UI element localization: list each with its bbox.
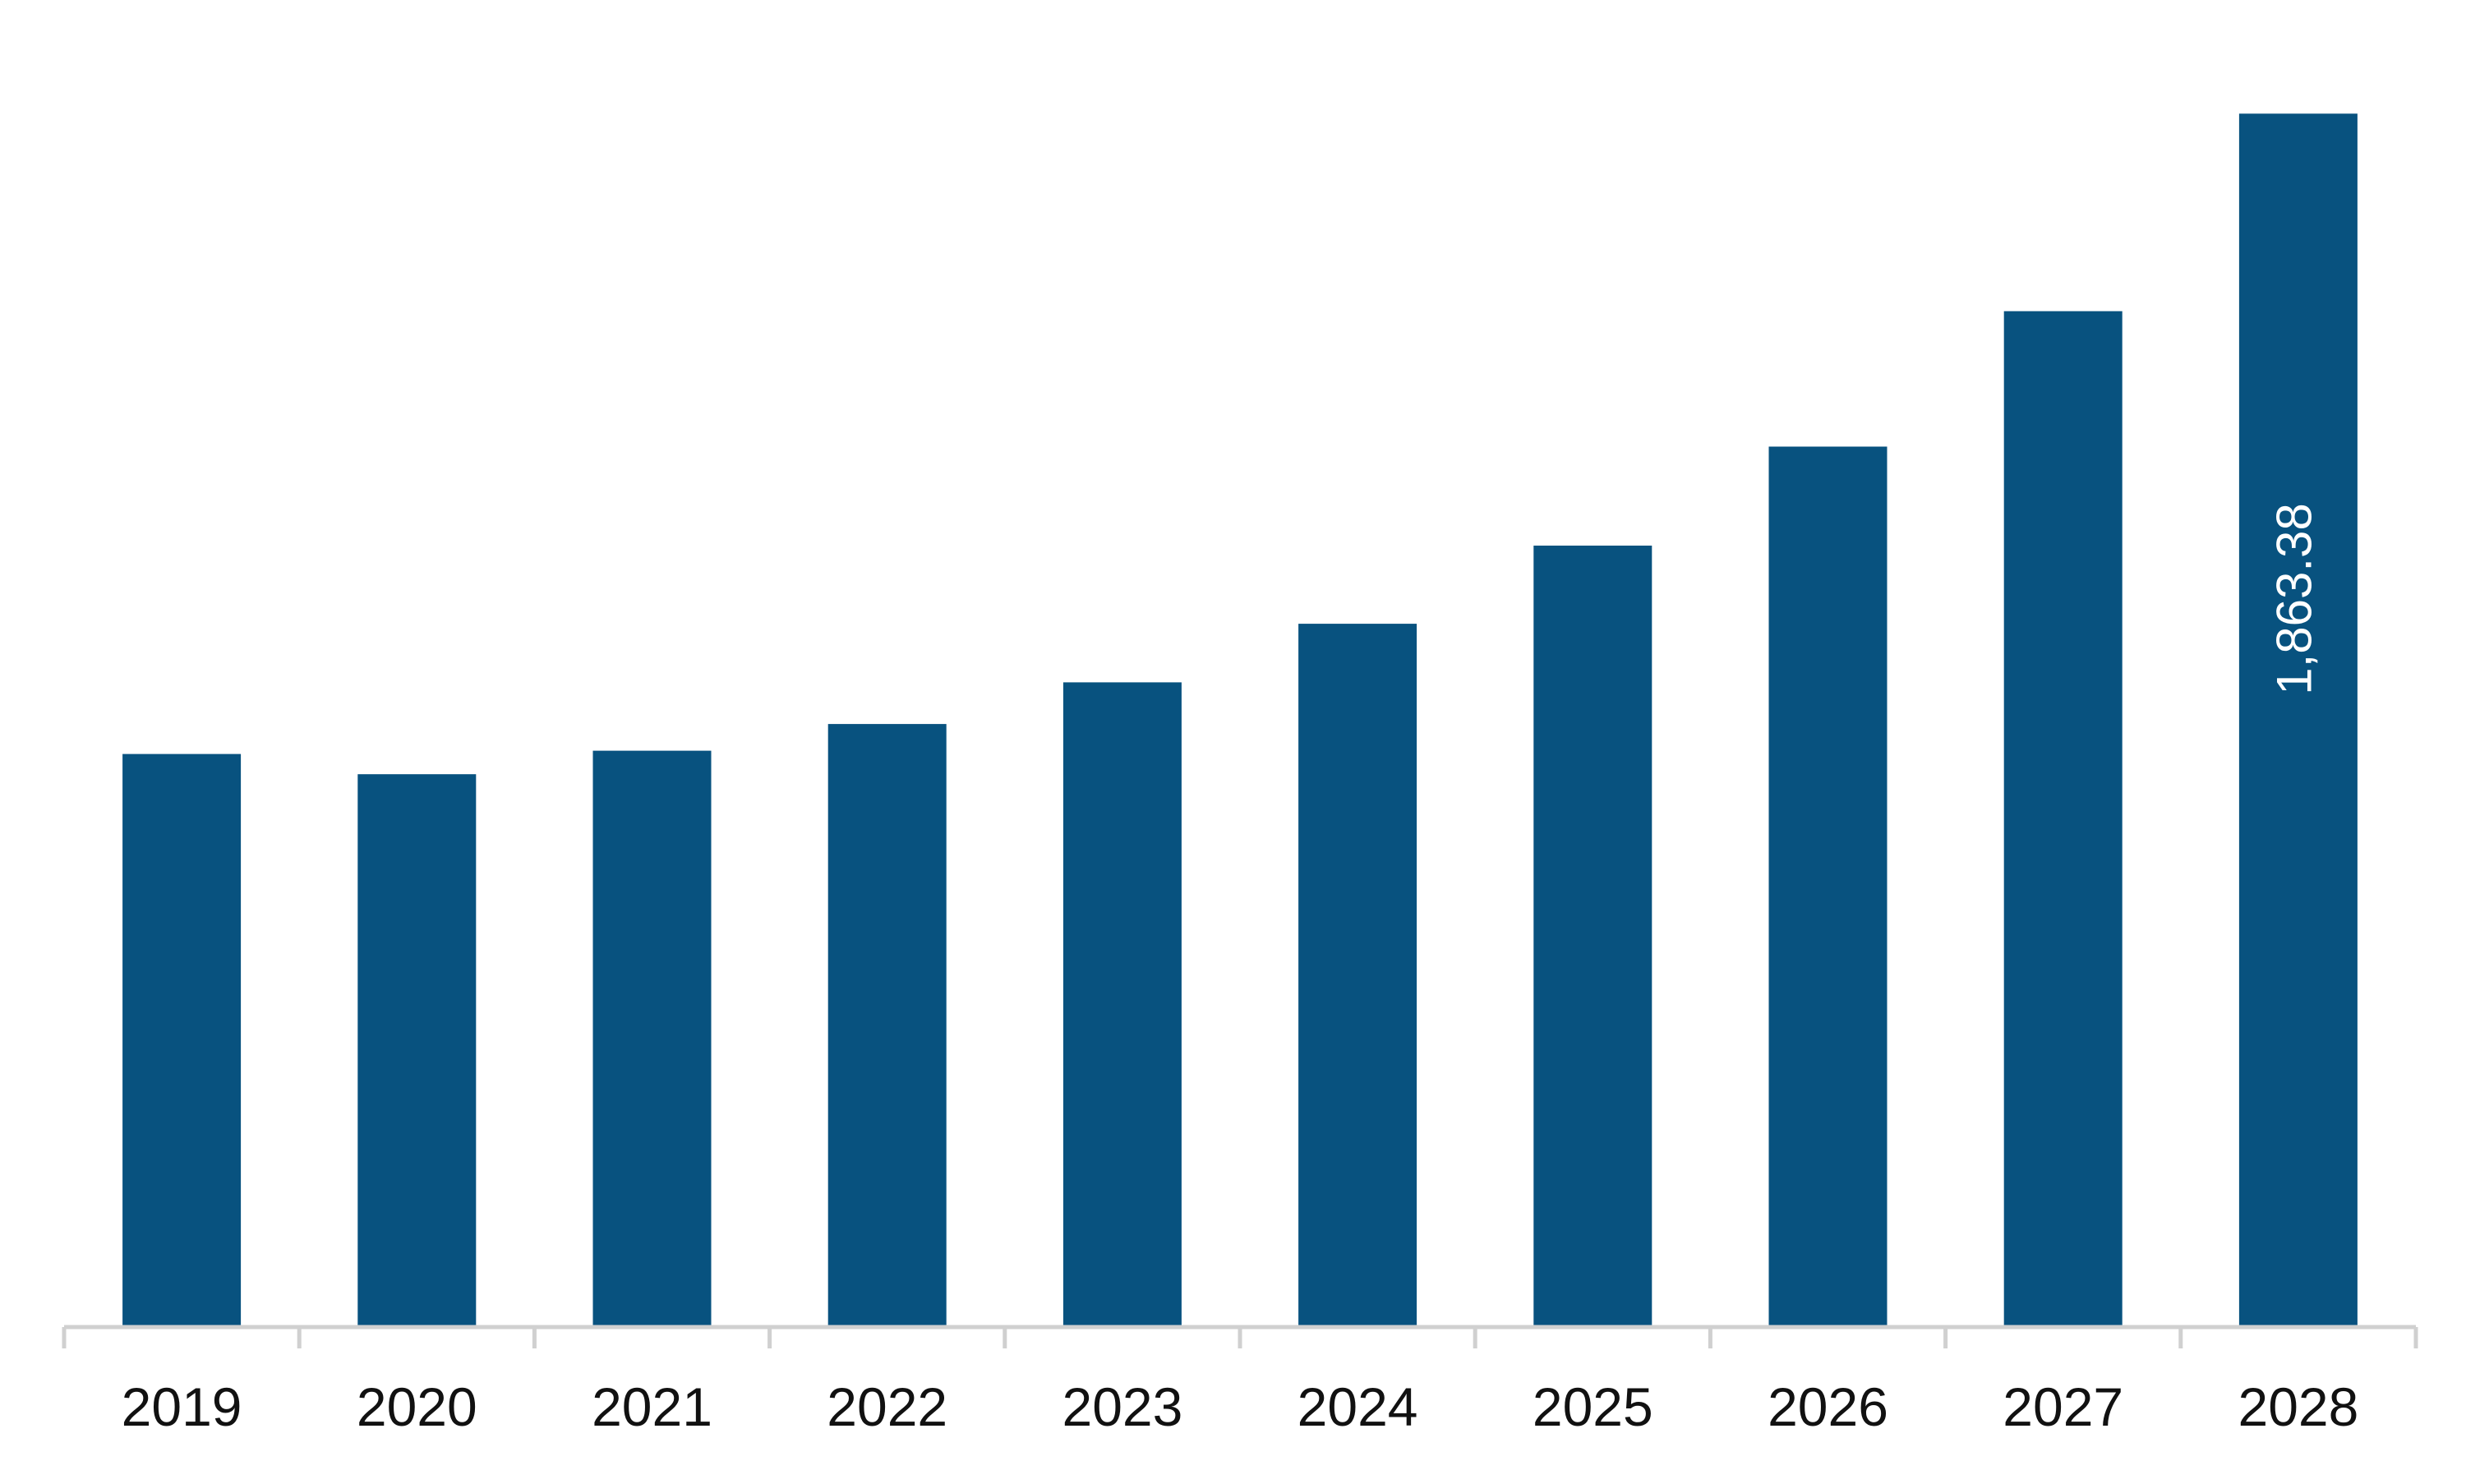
data-label-2028: 1,863.38	[2267, 503, 2322, 695]
x-tick-label: 2020	[357, 1376, 477, 1437]
bar-2021	[592, 750, 712, 1327]
x-tick-label: 2025	[1533, 1376, 1653, 1437]
bar-2020	[357, 774, 477, 1327]
x-tick-label: 2021	[592, 1376, 712, 1437]
x-tick-label: 2023	[1062, 1376, 1182, 1437]
bar-2025	[1533, 546, 1652, 1327]
bar-2019	[122, 754, 242, 1327]
bar-2022	[827, 724, 947, 1327]
x-tick-label: 2024	[1298, 1376, 1418, 1437]
x-tick-label: 2028	[2238, 1376, 2358, 1437]
x-axis	[62, 1325, 2418, 1348]
x-tick-label: 2027	[2003, 1376, 2123, 1437]
bar-2028	[2238, 113, 2358, 1327]
labels-layer: 2019 2020 2021 2022 2023 2024 2025 2026 2027 2028…	[122, 503, 2359, 1437]
x-tick-label: 2022	[827, 1376, 947, 1437]
x-tick-label: 2026	[1768, 1376, 1888, 1437]
bar-2027	[2003, 311, 2123, 1328]
bar-2024	[1298, 624, 1417, 1327]
x-tick-label: 2019	[122, 1376, 242, 1437]
bar-2026	[1768, 446, 1888, 1327]
bar-2023	[1062, 682, 1182, 1327]
bars-layer	[122, 113, 2358, 1328]
